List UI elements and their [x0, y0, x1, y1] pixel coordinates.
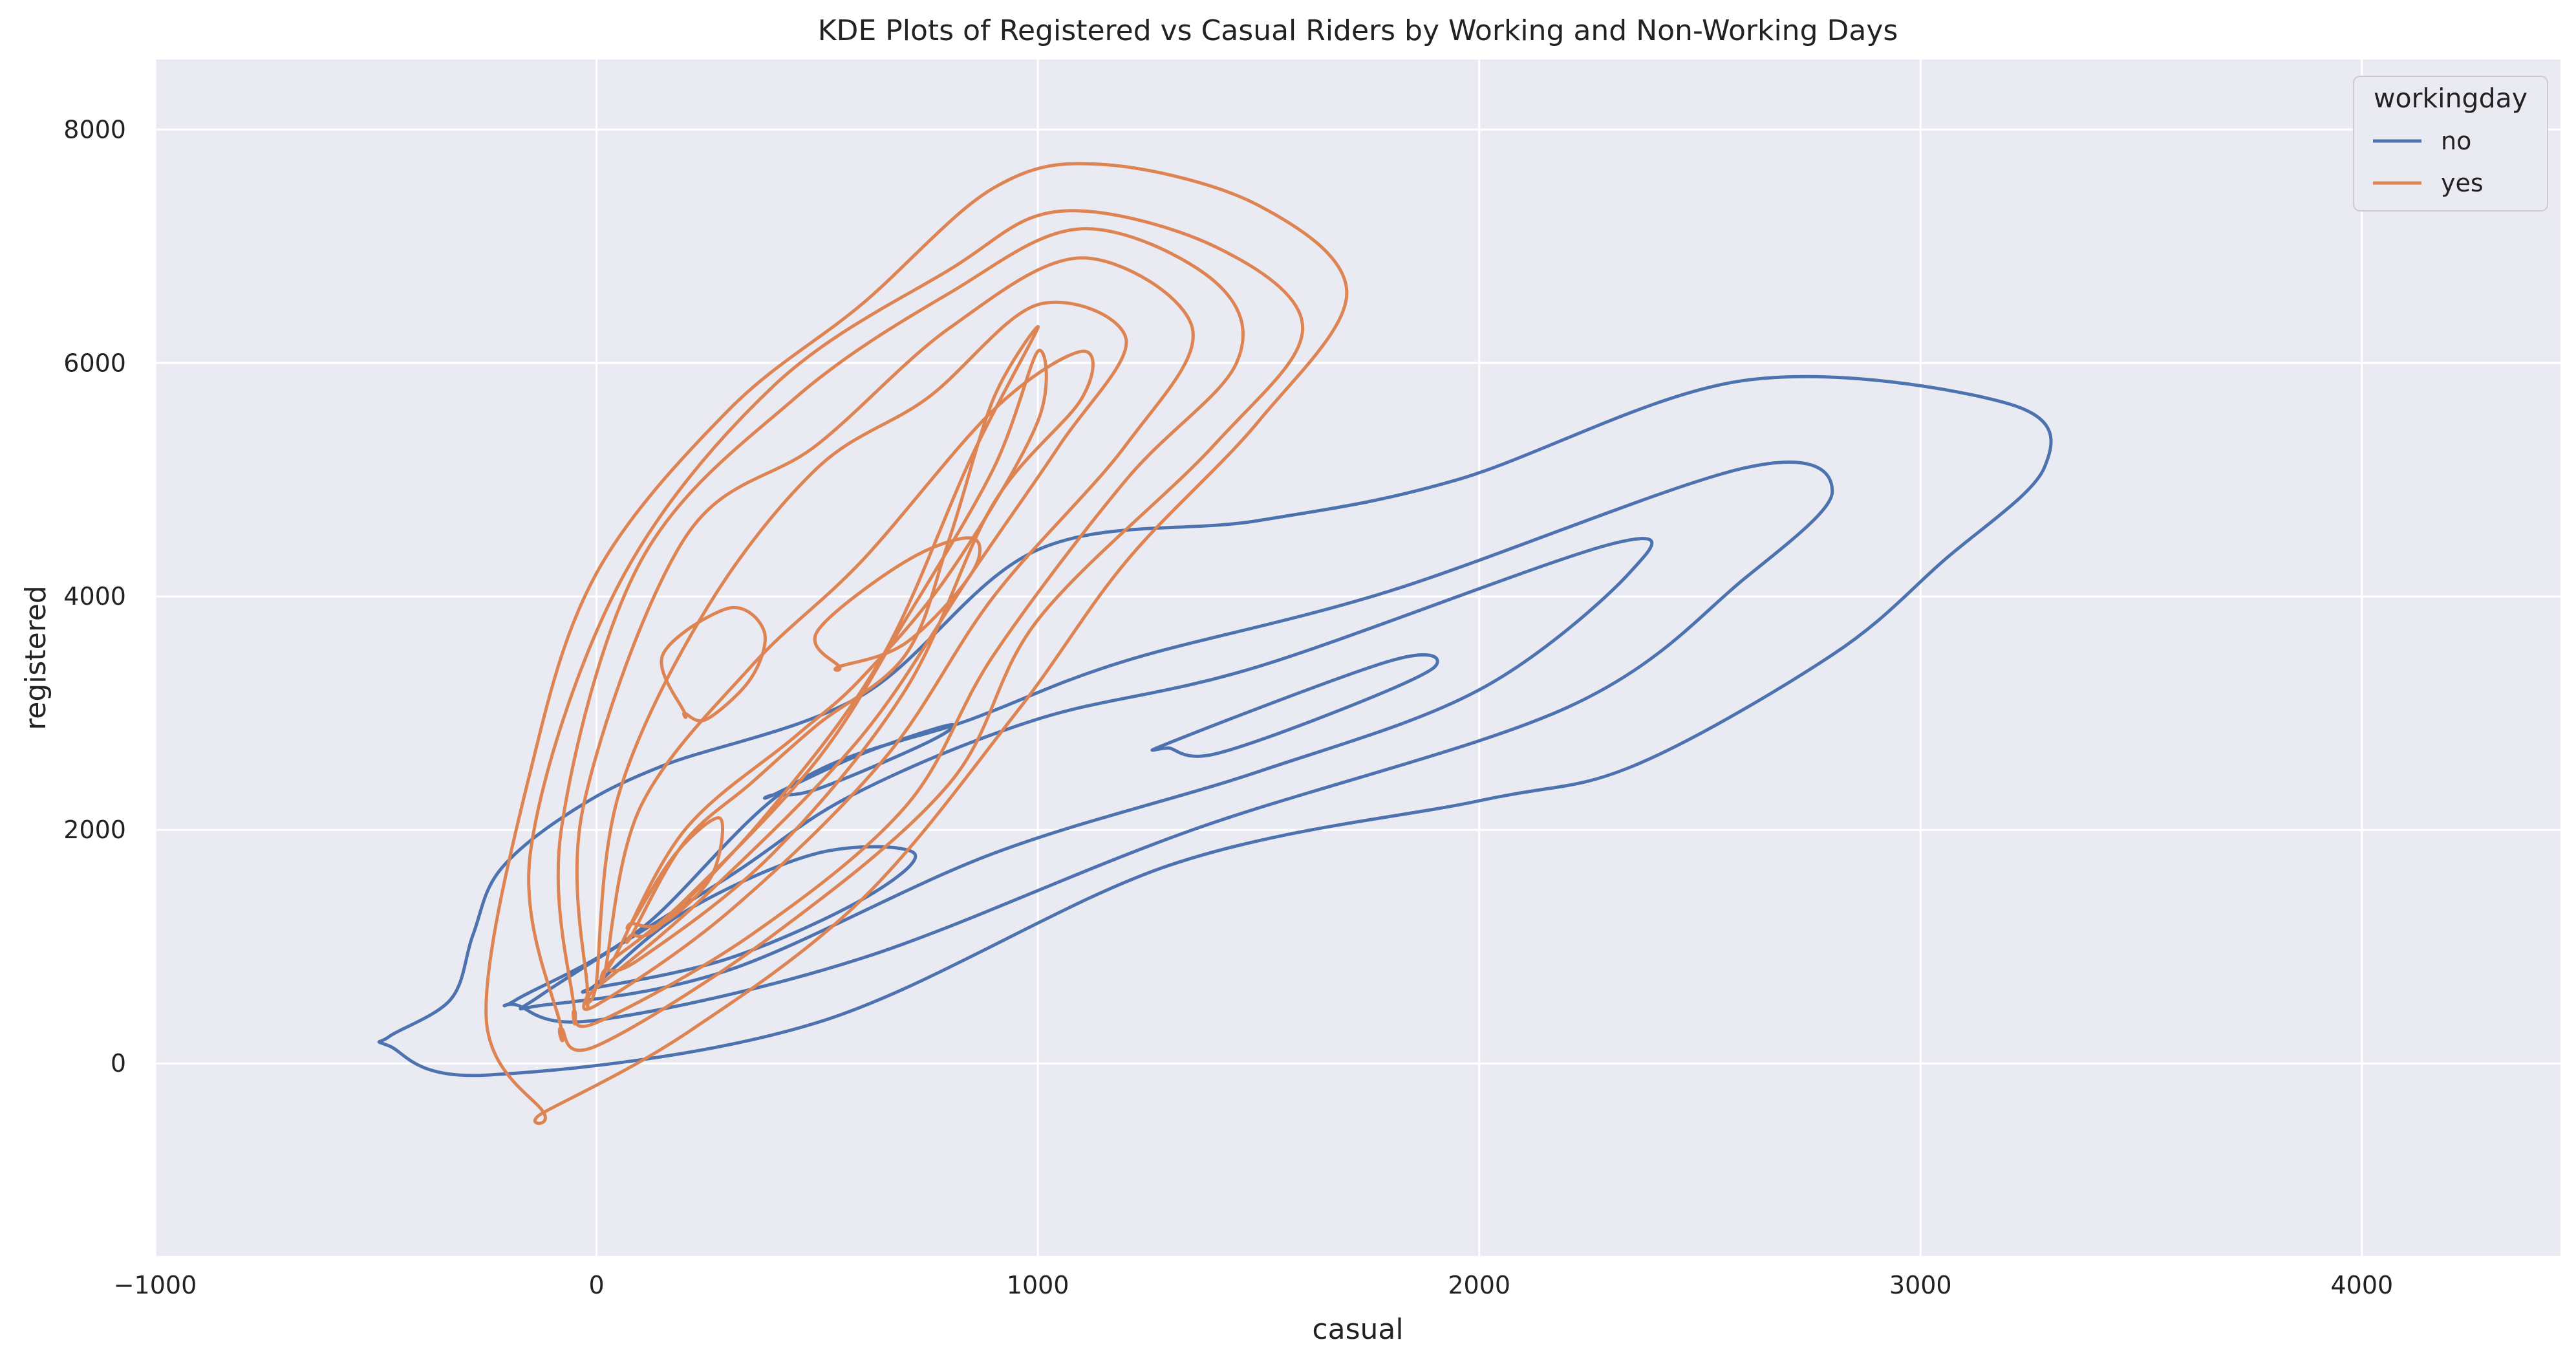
y-tick-label: 4000 — [63, 582, 126, 611]
plot-background — [155, 60, 2560, 1256]
contour-no-4 — [1150, 653, 1439, 758]
y-tick-label: 2000 — [63, 816, 126, 844]
x-tick-label: 4000 — [2330, 1271, 2393, 1299]
contour-yes-10 — [660, 605, 767, 722]
contour-yes-6 — [599, 349, 1095, 984]
legend-title: workingday — [2374, 83, 2528, 114]
grid — [154, 60, 2560, 1256]
chart-title: KDE Plots of Registered vs Casual Riders… — [818, 14, 1898, 47]
contour-layer — [377, 162, 2053, 1125]
x-tick-label: 0 — [588, 1271, 604, 1299]
contour-yes-4 — [575, 256, 1195, 1011]
tick-labels: −1000 0 1000 2000 3000 4000 0 2000 4000 6000 8000 — [63, 115, 2393, 1299]
contour-yes-1 — [484, 162, 1349, 1125]
contour-yes-3 — [556, 227, 1245, 1028]
y-tick-label: 0 — [111, 1049, 126, 1078]
legend-label-yes: yes — [2441, 169, 2484, 197]
contour-yes-5 — [586, 300, 1128, 1004]
x-tick-label: 3000 — [1889, 1271, 1952, 1299]
y-tick-label: 6000 — [63, 349, 126, 377]
contour-no-6 — [763, 722, 956, 800]
series-yes-contours — [484, 162, 1349, 1125]
contour-no-1 — [377, 374, 2053, 1078]
contour-yes-11 — [813, 536, 982, 672]
y-tick-label: 8000 — [63, 115, 126, 144]
contour-no-3 — [519, 537, 1654, 1011]
contour-yes-9 — [625, 816, 725, 931]
series-no-contours — [377, 374, 2053, 1078]
legend-box — [2353, 76, 2548, 211]
legend-entries: no yes — [2373, 127, 2484, 197]
x-tick-label: −1000 — [114, 1271, 197, 1299]
contour-yes-2 — [527, 209, 1305, 1052]
legend: workingday no yes — [2353, 76, 2548, 211]
x-axis-label: casual — [1312, 1313, 1403, 1346]
contour-yes-8 — [625, 325, 1040, 944]
y-axis-label: registered — [19, 585, 52, 730]
x-tick-label: 1000 — [1007, 1271, 1069, 1299]
legend-label-no: no — [2441, 127, 2471, 155]
x-tick-label: 2000 — [1448, 1271, 1510, 1299]
